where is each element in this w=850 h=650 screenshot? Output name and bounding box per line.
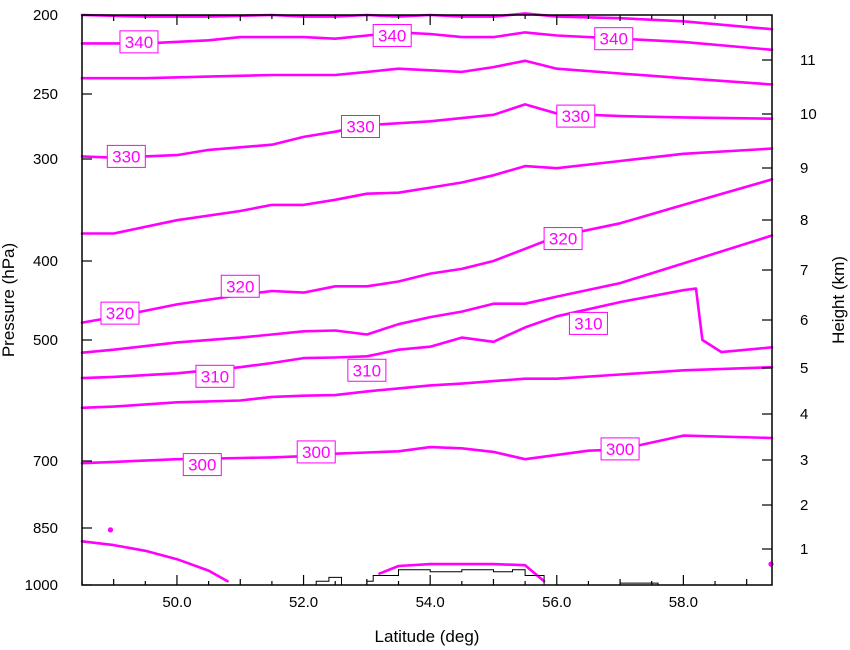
- contour-label-300: 300: [182, 453, 222, 477]
- contour-label-340: 340: [119, 30, 159, 54]
- contour-label-text: 330: [562, 107, 590, 126]
- y2-tick-label: 5: [800, 360, 808, 377]
- y2-tick-label: 9: [800, 160, 808, 177]
- y-tick-label: 250: [33, 86, 58, 103]
- y2-tick-label: 2: [800, 497, 808, 514]
- contour-labels: 340 340 340 330 330 330 320 320 320 310 310 310 300 3…: [100, 24, 640, 477]
- x-axis: 50.0 52.0 54.0 56.0 58.0: [81, 15, 748, 611]
- y-axis-left: 200 250 300 400 500 700 850 1000: [25, 7, 92, 594]
- contour-line-310-7: [80, 287, 774, 380]
- contour-label-box: [543, 227, 583, 251]
- contour-label-box: [600, 437, 640, 461]
- contour-label-box: [372, 24, 412, 48]
- y-tick-label: 300: [33, 151, 58, 168]
- contour-label-text: 330: [346, 118, 374, 137]
- contour-label-330: 330: [556, 104, 596, 128]
- y2-tick-label: 8: [800, 212, 808, 229]
- contour-lines: [80, 12, 774, 583]
- x-tick-label: 56.0: [542, 594, 571, 611]
- contour-line-305-8: [80, 365, 774, 410]
- contour-label-box: [182, 453, 222, 477]
- x-tick-label: 58.0: [669, 594, 698, 611]
- y2-tick-label: 4: [800, 406, 808, 423]
- x-axis-title: Latitude (deg): [375, 627, 480, 646]
- y2-tick-label: 6: [800, 312, 808, 329]
- contour-label-310: 310: [195, 364, 235, 388]
- y-tick-label: 700: [33, 453, 58, 470]
- contour-label-text: 320: [549, 230, 577, 249]
- contour-label-text: 340: [600, 30, 628, 49]
- y2-tick-label: 7: [800, 262, 808, 279]
- contour-dot: [107, 527, 114, 533]
- contour-label-text: 320: [226, 277, 254, 296]
- contour-label-330: 330: [341, 115, 381, 138]
- contour-label-box: [568, 311, 608, 335]
- contour-line-325-4: [80, 147, 774, 235]
- contour-label-box: [347, 358, 387, 382]
- y2-tick-label: 11: [800, 52, 816, 69]
- contour-label-box: [594, 27, 634, 51]
- contour-label-box: [100, 301, 140, 325]
- y2-tick-label: 3: [800, 452, 808, 469]
- contour-label-text: 320: [106, 304, 134, 323]
- contour-label-text: 300: [188, 456, 216, 475]
- contour-label-box: [106, 144, 146, 168]
- contour-label-310: 310: [568, 311, 608, 335]
- contour-line-315-6: [80, 234, 774, 354]
- contour-label-340: 340: [594, 27, 634, 51]
- contour-label-320: 320: [543, 227, 583, 251]
- y-axis-right: 1 2 3 4 5 6 7 8 9 10 11: [762, 52, 817, 558]
- y-axis-title: Pressure (hPa): [0, 243, 18, 357]
- contour-label-box: [119, 30, 159, 54]
- contour-line-295-11: [378, 562, 546, 583]
- contour-label-text: 340: [378, 27, 406, 46]
- contour-line-330-3: [80, 103, 774, 159]
- x-tick-label: 54.0: [416, 594, 445, 611]
- contour-label-text: 330: [112, 147, 140, 166]
- contour-label-310: 310: [347, 358, 387, 382]
- x-tick-label: 52.0: [289, 594, 318, 611]
- terrain-outline: [233, 569, 659, 586]
- contour-label-box: [341, 115, 381, 138]
- y2-tick-label: 1: [800, 541, 808, 558]
- y2-axis-title: Height (km): [829, 256, 848, 344]
- contour-label-320: 320: [100, 301, 140, 325]
- contour-label-330: 330: [106, 144, 146, 168]
- contour-label-box: [556, 104, 596, 128]
- contour-label-text: 300: [302, 443, 330, 462]
- y-tick-label: 400: [33, 253, 58, 270]
- terrain-step-line: [233, 569, 659, 586]
- contour-line-335-2: [80, 59, 774, 86]
- contour-label-text: 300: [606, 440, 634, 459]
- contour-label-text: 340: [125, 33, 153, 52]
- y2-tick-label: 10: [800, 106, 817, 123]
- contour-label-340: 340: [372, 24, 412, 48]
- plot-frame: [81, 14, 773, 586]
- contour-label-300: 300: [296, 440, 336, 464]
- contour-label-box: [195, 364, 235, 388]
- y-tick-label: 500: [33, 332, 58, 349]
- y-tick-label: 1000: [25, 577, 58, 594]
- contour-line-340-1: [80, 31, 774, 52]
- x-tick-label: 50.0: [162, 594, 191, 611]
- contour-label-320: 320: [220, 274, 260, 298]
- contour-label-text: 310: [353, 361, 381, 380]
- contour-label-300: 300: [600, 437, 640, 461]
- contour-label-text: 310: [574, 314, 602, 333]
- contour-line-295-10: [80, 540, 229, 583]
- contour-label-box: [296, 440, 336, 464]
- contour-dot: [768, 561, 774, 567]
- y-tick-label: 850: [33, 520, 58, 537]
- contour-label-box: [220, 274, 260, 298]
- contour-line-320-5: [80, 178, 774, 324]
- y-tick-label: 200: [33, 7, 58, 24]
- contour-line-340-0: [80, 12, 774, 31]
- contour-label-text: 310: [201, 367, 229, 386]
- contour-line-300-9: [80, 434, 774, 465]
